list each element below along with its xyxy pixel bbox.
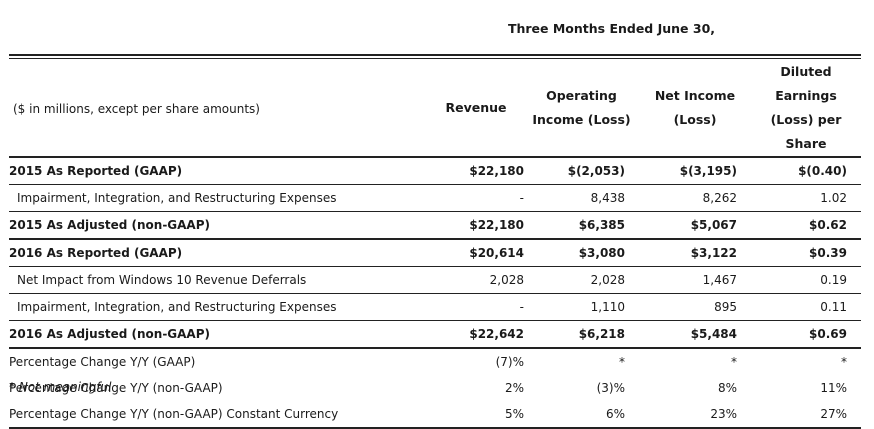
cell-net-income: 8,262 (702, 191, 737, 205)
cell-operating: $3,080 (578, 246, 625, 260)
row-label: Percentage Change Y/Y (non-GAAP) (9, 381, 223, 395)
table-row: 2015 As Adjusted (non-GAAP) $22,180 $6,3… (9, 212, 861, 239)
cell-eps: $0.39 (809, 246, 847, 260)
cell-eps: 1.02 (820, 191, 847, 205)
header-rule-top (9, 54, 861, 56)
cell-operating: 6% (605, 407, 625, 421)
column-header-diluted-eps: Diluted Earnings (Loss) per Share (751, 60, 861, 157)
row-label: Percentage Change Y/Y (non-GAAP) Constan… (9, 407, 339, 421)
cell-revenue: - (519, 191, 524, 205)
cell-eps: $(0.40) (798, 164, 847, 178)
row-label: Impairment, Integration, and Restructuri… (17, 300, 337, 314)
cell-operating: 1,110 (590, 300, 625, 314)
table-row: Percentage Change Y/Y (non-GAAP) Constan… (9, 401, 861, 428)
cell-net-income: 895 (714, 300, 737, 314)
cell-net-income: 8% (717, 381, 737, 395)
netincome-line1: Net Income (654, 88, 736, 103)
row-label: Percentage Change Y/Y (GAAP) (9, 355, 196, 369)
cell-revenue: - (519, 300, 524, 314)
row-label: Impairment, Integration, and Restructuri… (17, 191, 337, 205)
eps-line1: Diluted Earnings (775, 64, 837, 103)
eps-line2: (Loss) per Share (770, 112, 842, 151)
column-header-revenue: Revenue (445, 100, 507, 115)
cell-eps: 0.11 (820, 300, 847, 314)
cell-net-income: $5,484 (690, 327, 737, 341)
column-header-operating-income: Operating Income (Loss) (524, 60, 639, 157)
cell-operating: $(2,053) (567, 164, 625, 178)
cell-operating: * (619, 355, 625, 369)
operating-line2: Income (Loss) (532, 112, 631, 127)
cell-revenue: $22,180 (469, 218, 524, 232)
cell-operating: (3)% (596, 381, 625, 395)
cell-net-income: 1,467 (702, 273, 737, 287)
financial-table: ($ in millions, except per share amounts… (9, 60, 861, 429)
table-row: 2016 As Adjusted (non-GAAP) $22,642 $6,2… (9, 321, 861, 348)
cell-operating: 2,028 (590, 273, 625, 287)
cell-net-income: * (731, 355, 737, 369)
cell-operating: $6,385 (578, 218, 625, 232)
cell-revenue: 2,028 (489, 273, 524, 287)
cell-eps: 27% (820, 407, 847, 421)
cell-net-income: $(3,195) (679, 164, 737, 178)
cell-revenue: $22,642 (469, 327, 524, 341)
cell-eps: 11% (820, 381, 847, 395)
table-row: Percentage Change Y/Y (GAAP) (7)% * * * (9, 348, 861, 375)
cell-revenue: (7)% (495, 355, 524, 369)
table-row: Impairment, Integration, and Restructuri… (9, 294, 861, 321)
cell-eps: * (841, 355, 847, 369)
cell-net-income: $5,067 (690, 218, 737, 232)
cell-net-income: 23% (710, 407, 737, 421)
netincome-line2: (Loss) (673, 112, 717, 127)
cell-eps: $0.69 (809, 327, 847, 341)
row-label: 2016 As Reported (GAAP) (9, 246, 183, 260)
cell-revenue: $20,614 (469, 246, 524, 260)
table-row: 2016 As Reported (GAAP) $20,614 $3,080 $… (9, 239, 861, 267)
table-row: Percentage Change Y/Y (non-GAAP) 2% (3)%… (9, 375, 861, 401)
cell-revenue: 5% (504, 407, 524, 421)
period-heading: Three Months Ended June 30, (507, 21, 716, 36)
column-header-net-income: Net Income (Loss) (639, 60, 751, 157)
row-label: 2015 As Adjusted (non-GAAP) (9, 218, 210, 232)
cell-revenue: 2% (504, 381, 524, 395)
table-row: 2015 As Reported (GAAP) $22,180 $(2,053)… (9, 157, 861, 185)
column-header-label: ($ in millions, except per share amounts… (13, 102, 260, 116)
cell-eps: 0.19 (820, 273, 847, 287)
table-header: ($ in millions, except per share amounts… (9, 60, 861, 157)
row-label: 2016 As Adjusted (non-GAAP) (9, 327, 210, 341)
operating-line1: Operating (546, 88, 617, 103)
cell-net-income: $3,122 (690, 246, 737, 260)
header-rule-second (9, 58, 861, 59)
table-row: Impairment, Integration, and Restructuri… (9, 185, 861, 212)
row-label: Net Impact from Windows 10 Revenue Defer… (17, 273, 307, 287)
row-label: 2015 As Reported (GAAP) (9, 164, 183, 178)
cell-operating: 8,438 (590, 191, 625, 205)
table-row: Net Impact from Windows 10 Revenue Defer… (9, 267, 861, 294)
cell-revenue: $22,180 (469, 164, 524, 178)
cell-eps: $0.62 (809, 218, 847, 232)
cell-operating: $6,218 (578, 327, 625, 341)
footnote: * Not meaningful (9, 380, 112, 394)
